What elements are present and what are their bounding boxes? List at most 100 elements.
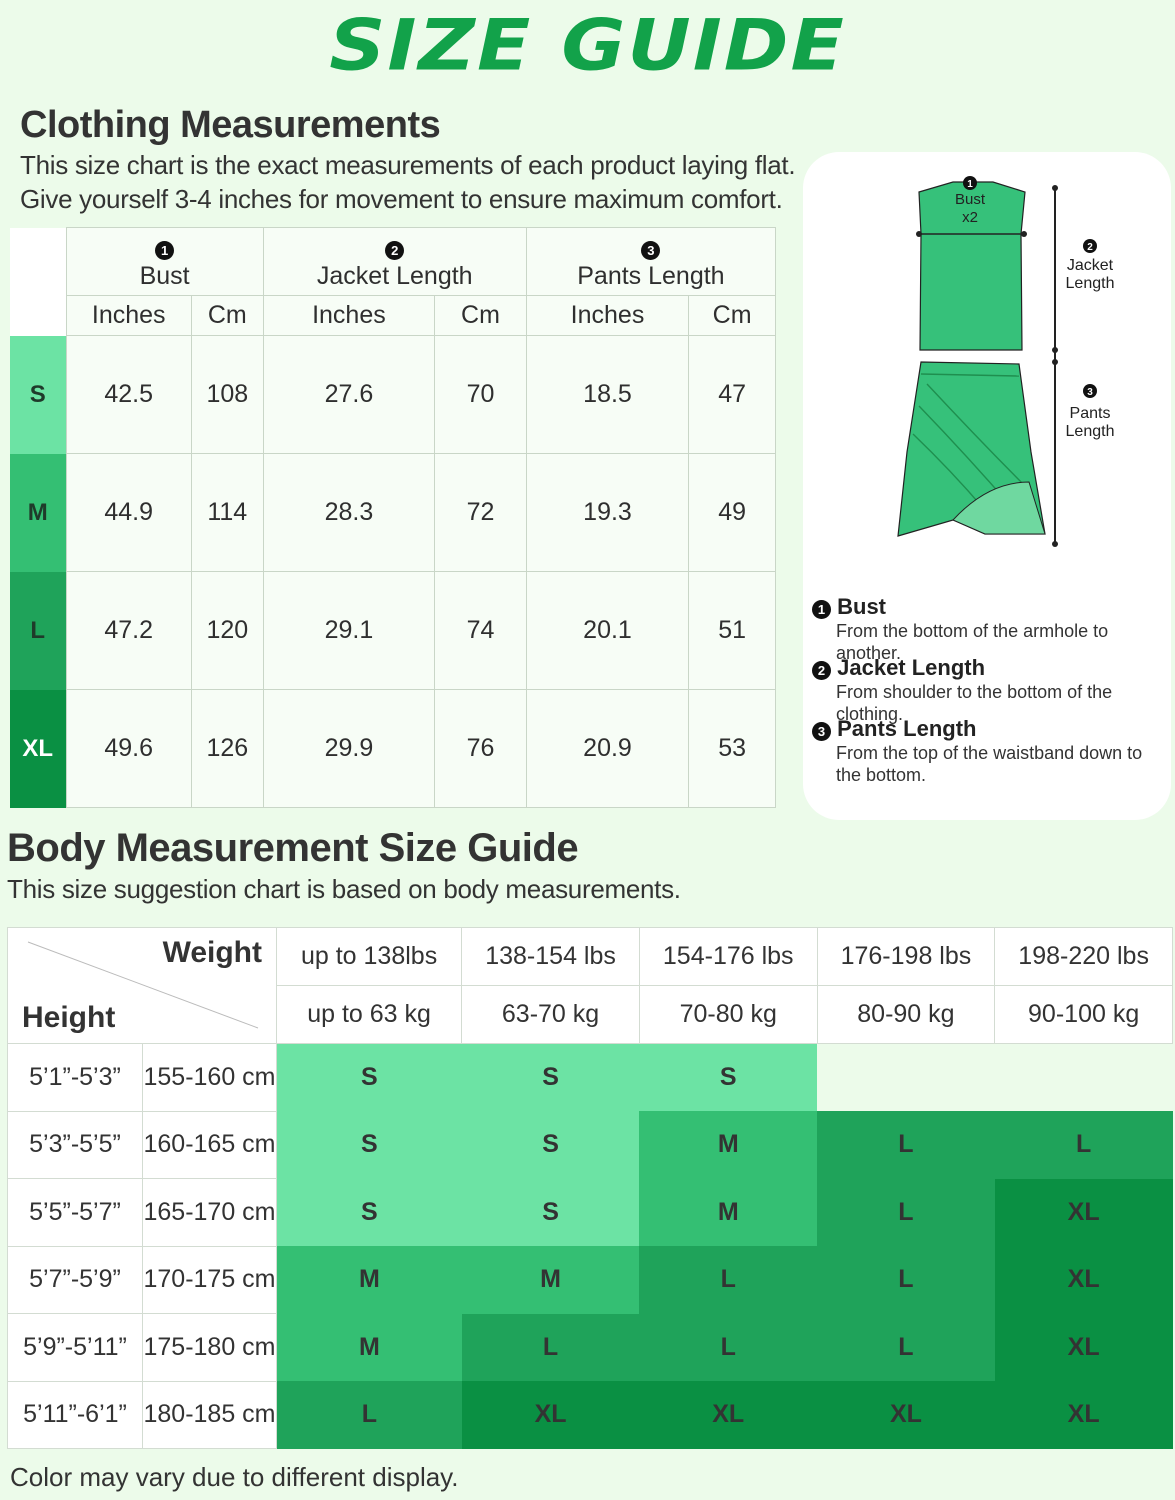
size-cell: L	[276, 1381, 462, 1449]
size-cell: S	[461, 1178, 640, 1246]
table-cell: 49.6	[65, 689, 192, 808]
size-cell: L	[817, 1111, 995, 1179]
size-cell: L	[639, 1313, 818, 1381]
jacket-label-2: Length	[1066, 275, 1115, 292]
size-cell: M	[639, 1111, 818, 1179]
table-cell: 76	[434, 689, 527, 808]
definition-title: Pants Length	[837, 716, 977, 741]
table-cell: 72	[434, 453, 527, 572]
svg-text:2: 2	[1087, 242, 1093, 253]
size-cell: S	[276, 1043, 462, 1111]
height-label: Height	[22, 1001, 116, 1034]
height-cm: 170-175 cm	[142, 1245, 277, 1314]
size-cell: S	[461, 1111, 640, 1179]
column-label: Pants Length	[577, 261, 725, 290]
table-row: 5’11”-6’1” 180-185 cm L XL XL XL XL	[7, 1380, 1173, 1449]
column-header-bust: 1 Bust	[65, 227, 264, 296]
table-row: 5’5”-5’7” 165-170 cm S S M L XL	[7, 1178, 1173, 1247]
size-cell: S	[276, 1178, 462, 1246]
table-cell: 53	[688, 689, 776, 808]
number-badge-icon: 1	[155, 240, 175, 260]
bust-dot-left	[916, 231, 922, 237]
size-cell: XL	[817, 1381, 995, 1449]
size-cell: M	[276, 1313, 462, 1381]
definition-text: From the top of the waistband down to th…	[836, 743, 1143, 785]
height-ft: 5’7”-5’9”	[7, 1245, 143, 1314]
height-ft: 5’1”-5’3”	[7, 1043, 143, 1112]
unit-header: Cm	[190, 295, 264, 336]
size-cell: L	[817, 1313, 995, 1381]
definition-jacket-length: 2 Jacket Length From shoulder to the bot…	[812, 655, 1172, 725]
table-cell: 44.9	[65, 453, 192, 572]
table-cell: 120	[190, 571, 264, 690]
table-row: S 42.5 108 27.6 70 18.5 47	[10, 335, 776, 454]
clothing-note-2: Give yourself 3-4 inches for movement to…	[20, 184, 783, 214]
table-cell: 20.1	[525, 571, 690, 690]
height-cm: 175-180 cm	[142, 1313, 277, 1382]
size-cell: S	[639, 1043, 818, 1111]
size-label: XL	[10, 689, 66, 808]
table-corner: Weight Height	[7, 927, 277, 1044]
table-cell: 114	[190, 453, 264, 572]
number-badge-icon	[1083, 384, 1097, 398]
number-badge-icon: 2	[812, 661, 831, 680]
weight-lbs-header: 138-154 lbs	[461, 927, 640, 986]
column-label: Jacket Length	[316, 261, 473, 290]
weight-label: Weight	[162, 936, 262, 969]
height-ft: 5’3”-5’5”	[7, 1110, 143, 1179]
size-cell: L	[639, 1246, 818, 1314]
number-badge-icon: 1	[812, 600, 831, 619]
weight-lbs-header: 198-220 lbs	[994, 927, 1173, 986]
table-cell: 42.5	[65, 335, 192, 454]
number-badge-icon	[963, 176, 977, 190]
table-cell: 20.9	[525, 689, 690, 808]
size-label: S	[10, 335, 66, 454]
table-row: 5’1”-5’3” 155-160 cm S S S	[7, 1043, 1173, 1112]
size-cell: L	[994, 1111, 1173, 1179]
weight-kg-header: up to 63 kg	[275, 985, 463, 1044]
table-cell: 70	[434, 335, 527, 454]
definition-text: From the bottom of the armhole to anothe…	[836, 621, 1109, 663]
size-cell: L	[461, 1313, 640, 1381]
pants-label-2: Length	[1066, 423, 1115, 440]
height-cm: 160-165 cm	[142, 1110, 277, 1179]
height-ft: 5’11”-6’1”	[7, 1380, 143, 1449]
height-cm: 155-160 cm	[142, 1043, 277, 1112]
table-cell: 29.1	[262, 571, 436, 690]
table-row: M 44.9 114 28.3 72 19.3 49	[10, 453, 776, 572]
size-cell: L	[817, 1246, 995, 1314]
diagonal-divider	[27, 941, 259, 1029]
unit-header: Cm	[688, 295, 776, 336]
weight-lbs-header: up to 138lbs	[275, 927, 463, 986]
size-cell: S	[276, 1111, 462, 1179]
definition-bust: 1 Bust From the bottom of the armhole to…	[812, 594, 1172, 664]
size-cell: M	[639, 1178, 818, 1246]
table-row: 5’9”-5’11” 175-180 cm M L L L XL	[7, 1313, 1173, 1382]
definition-title: Bust	[837, 594, 887, 619]
size-cell: L	[817, 1178, 995, 1246]
weight-kg-header: 63-70 kg	[461, 985, 640, 1044]
height-ft: 5’9”-5’11”	[7, 1313, 143, 1382]
size-cell: XL	[639, 1381, 818, 1449]
number-badge-icon: 3	[641, 240, 661, 260]
body-size-table: Weight Height up to 138lbs 138-154 lbs 1…	[7, 927, 1173, 1449]
table-cell: 49	[688, 453, 776, 572]
pants-wrap-flap	[952, 481, 1046, 535]
column-header-pants-length: 3 Pants Length	[525, 227, 777, 296]
page-title: SIZE GUIDE	[329, 5, 846, 87]
table-cell: 126	[190, 689, 264, 808]
size-cell: XL	[994, 1313, 1173, 1381]
size-cell: S	[461, 1043, 640, 1111]
unit-header: Inches	[65, 295, 192, 336]
size-cell: M	[276, 1246, 462, 1314]
definition-pants-length: 3 Pants Length From the top of the waist…	[812, 716, 1172, 786]
clothing-note-1: This size chart is the exact measurement…	[20, 150, 796, 180]
table-row: L 47.2 120 29.1 74 20.1 51	[10, 571, 776, 690]
height-cm: 180-185 cm	[142, 1380, 277, 1449]
size-cell: XL	[994, 1178, 1173, 1246]
table-cell: 18.5	[525, 335, 690, 454]
weight-lbs-header: 176-198 lbs	[816, 927, 996, 986]
number-badge-icon	[1083, 239, 1097, 253]
footer-note: Color may vary due to different display.	[10, 1462, 459, 1492]
column-header-jacket-length: 2 Jacket Length	[262, 227, 527, 296]
